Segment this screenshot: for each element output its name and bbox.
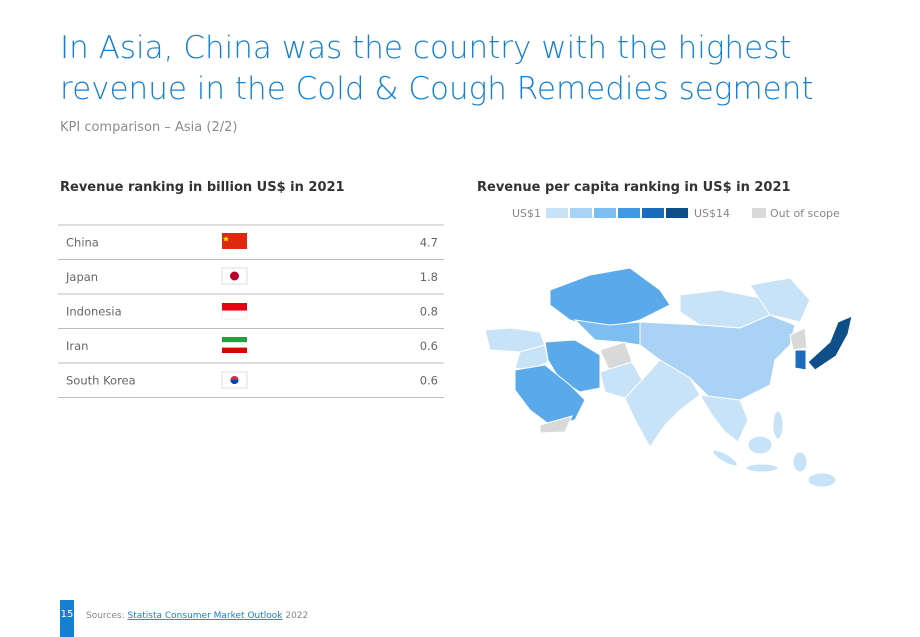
country-name: Japan (65, 270, 98, 284)
title-line: revenue in the Cold & Cough Remedies seg… (60, 71, 814, 107)
table: China 4.7 Japan 1.8 Indonesia 0.8 Iran 0.6 South… (58, 224, 444, 398)
legend-swatch (570, 208, 592, 218)
country-name: Iran (66, 339, 88, 353)
revenue-value: 0.6 (420, 339, 438, 353)
asia-map (484, 267, 853, 488)
flag-iran (222, 342, 247, 348)
map-title: Revenue per capita ranking in US$ in 202… (477, 180, 791, 195)
country (699, 394, 749, 443)
subtitle: KPI comparison – Asia (2/2) (60, 120, 237, 135)
flag-indonesia (222, 303, 247, 311)
country-name: South Korea (66, 373, 136, 387)
island (712, 449, 738, 467)
island (792, 451, 808, 473)
country (514, 364, 586, 426)
flag-china (222, 233, 247, 249)
country-name: Indonesia (66, 304, 122, 318)
island (807, 472, 837, 488)
country (549, 267, 671, 331)
legend-swatch (546, 208, 568, 218)
legend-out: Out of scope (770, 207, 840, 220)
flag-indonesia (221, 310, 248, 320)
country (807, 315, 853, 371)
title-line: In Asia, China was the country with the … (60, 30, 791, 66)
country (794, 349, 807, 371)
revenue-value: 0.8 (420, 304, 438, 318)
flag-disc (230, 271, 239, 281)
revenue-value: 4.7 (420, 235, 438, 249)
country (789, 327, 808, 351)
legend-swatch (666, 208, 688, 218)
page-number: 15 (61, 609, 74, 620)
flags (221, 233, 248, 389)
source-link[interactable]: Statista Consumer Market Outlook (128, 611, 284, 621)
legend-swatch (594, 208, 616, 218)
sources: Sources: Statista Consumer Market Outloo… (86, 611, 308, 621)
revenue-value: 1.8 (420, 270, 438, 284)
source-year: 2022 (285, 611, 308, 621)
flag-iran (222, 337, 247, 343)
country (749, 277, 811, 323)
country (544, 339, 601, 393)
island (745, 463, 779, 473)
country-name: China (66, 235, 99, 249)
flag-iran (222, 347, 247, 353)
legend-swatch (752, 208, 766, 218)
legend-swatch (618, 208, 640, 218)
legend-scale (546, 208, 766, 218)
sources-label: Sources: (86, 611, 125, 621)
legend-swatch (642, 208, 664, 218)
table-title: Revenue ranking in billion US$ in 2021 (60, 180, 345, 195)
legend-high: US$14 (694, 207, 730, 220)
island (747, 435, 773, 455)
page-bar (60, 600, 74, 637)
flag-star (223, 236, 229, 242)
legend-low: US$1 (512, 207, 541, 220)
country (539, 415, 573, 434)
island (772, 410, 784, 440)
flag-korea-disc (230, 380, 239, 384)
revenue-value: 0.6 (420, 373, 438, 387)
country (624, 359, 701, 448)
